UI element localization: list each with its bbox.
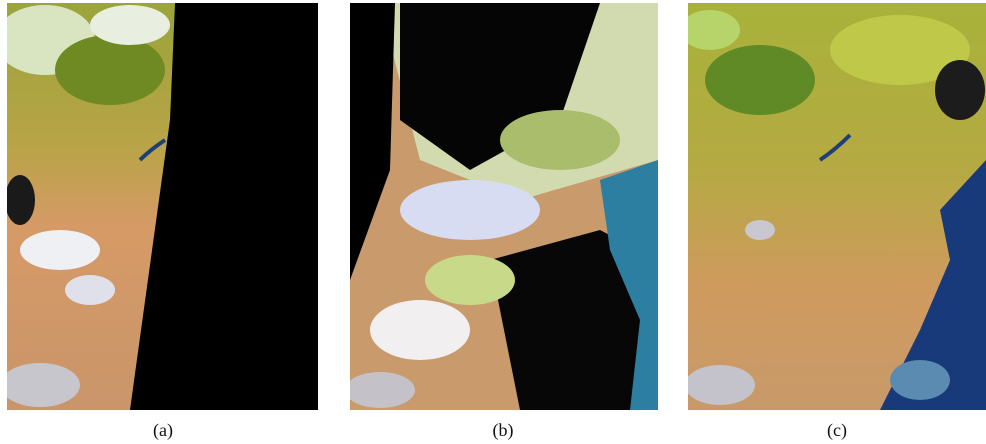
image-b [345, 3, 658, 410]
caption: (b) [493, 420, 514, 441]
figure: (a) (b) (c) [0, 0, 986, 444]
image-a [0, 3, 318, 410]
caption: (a) [153, 420, 173, 441]
caption: (c) [827, 420, 847, 441]
page: (a) (b) (c) (() => { const data = JSON.p… [0, 0, 986, 444]
image-c [680, 3, 986, 410]
